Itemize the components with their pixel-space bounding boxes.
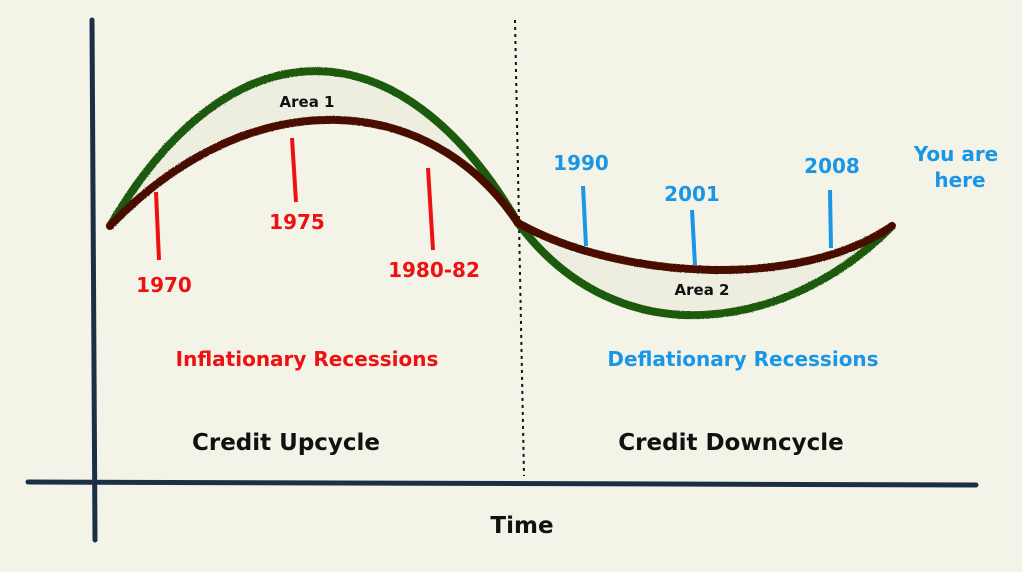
marker-tick-1980-82 xyxy=(426,167,435,251)
credit-downcycle-label: Credit Downcycle xyxy=(618,430,843,456)
cycle-divider xyxy=(514,19,525,477)
deflationary-markers: 1990 2001 2008 You are here xyxy=(553,142,999,266)
inner-credit-curve xyxy=(106,115,896,275)
x-axis-label: Time xyxy=(490,513,553,539)
area-2-region xyxy=(518,223,892,316)
marker-label-2001: 2001 xyxy=(664,182,720,206)
x-axis xyxy=(25,479,979,488)
marker-tick-1975 xyxy=(290,137,298,203)
area-2-label: Area 2 xyxy=(675,281,730,299)
you-are-here-line2: here xyxy=(934,168,985,192)
inflationary-markers: 1970 1975 1980-82 xyxy=(136,137,480,297)
marker-label-1980-82: 1980-82 xyxy=(388,258,480,282)
marker-tick-1970 xyxy=(154,191,161,261)
marker-label-1970: 1970 xyxy=(136,273,192,297)
area-1-label: Area 1 xyxy=(280,93,335,111)
marker-label-1975: 1975 xyxy=(269,210,325,234)
you-are-here-line1: You are xyxy=(913,142,999,166)
marker-label-2008: 2008 xyxy=(804,154,860,178)
marker-tick-1990 xyxy=(581,185,588,247)
deflationary-recessions-title: Deflationary Recessions xyxy=(607,347,878,371)
credit-upcycle-label: Credit Upcycle xyxy=(192,430,380,456)
marker-tick-2008 xyxy=(828,189,833,249)
y-axis xyxy=(89,17,98,543)
marker-tick-2001 xyxy=(690,209,697,266)
marker-label-1990: 1990 xyxy=(553,151,609,175)
inflationary-recessions-title: Inflationary Recessions xyxy=(176,347,439,371)
